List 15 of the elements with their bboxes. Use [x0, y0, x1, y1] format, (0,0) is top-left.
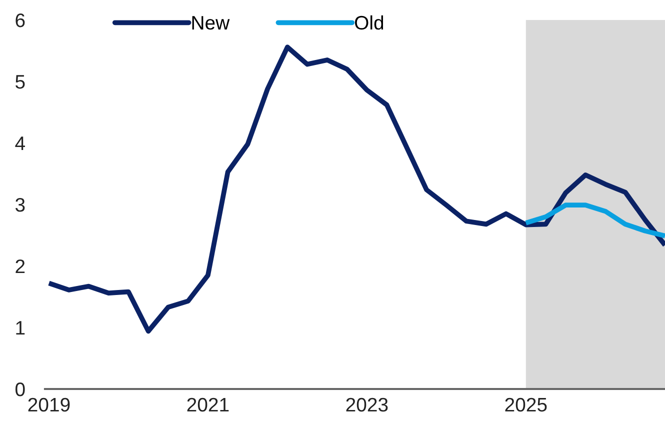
line-series [46, 44, 665, 334]
x-tick-label: 2023 [346, 398, 388, 412]
x-tick-label: 2019 [28, 398, 70, 412]
legend-label: Old [354, 15, 384, 30]
y-tick-label: 6 [16, 13, 25, 28]
y-tick-label: 5 [16, 75, 25, 89]
x-tick-label: 2025 [505, 398, 547, 412]
y-tick-label: 0 [16, 382, 25, 396]
y-tick-label: 4 [15, 136, 25, 150]
y-tick-label: 2 [16, 259, 25, 274]
y-tick-label: 3 [15, 198, 25, 212]
y-tick-label: 1 [16, 321, 25, 335]
legend-label: New [192, 16, 230, 30]
x-tick-label: 2021 [187, 398, 229, 412]
line-series [523, 202, 665, 238]
